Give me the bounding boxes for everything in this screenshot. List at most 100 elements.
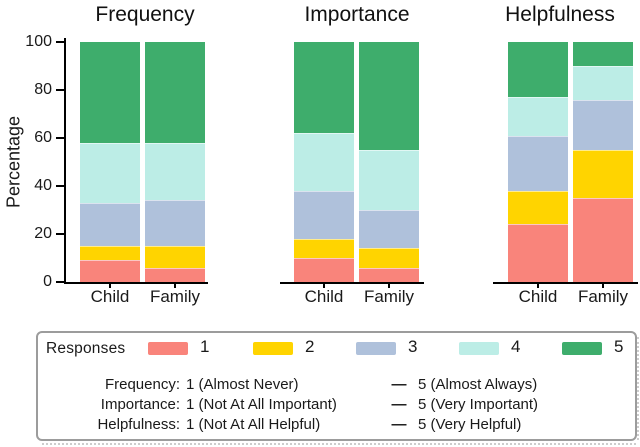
category-label-family: Family [577,287,629,306]
segment-response-3 [145,200,205,247]
bar-importance-family [359,42,419,282]
bars-importance [294,42,419,282]
legend-box: Responses 1 2 3 4 5 Frequency: 1 (Almost Neve… [36,331,637,441]
x-tick [602,284,604,288]
legend-swatch-3 [356,342,396,355]
x-axis-importance [280,282,424,284]
x-tick [388,284,390,288]
y-tick-label: 40 [34,177,52,194]
chart-title-frequency: Frequency [95,3,195,26]
category-labels-helpfulness: Child Family [508,287,633,307]
legend-title: Responses [46,340,126,357]
scale-dash-importance-: — [391,396,407,413]
chart-title-importance: Importance [304,3,410,26]
segment-response-3 [359,210,419,249]
x-axis-helpfulness [493,282,638,284]
category-label-family: Family [363,287,415,306]
scale-dash-frequency-: — [391,376,407,393]
segment-response-1 [359,267,419,282]
y-axis-line [64,38,66,284]
scale-dash-helpfulness-: — [391,416,407,433]
legend-item-label-4: 4 [511,337,521,356]
scale-low-helpfulness-: 1 (Not At All Helpful) [186,416,321,433]
category-label-family: Family [149,287,201,306]
segment-response-4 [80,142,140,203]
segment-response-5 [145,42,205,143]
segment-response-4 [145,142,205,201]
legend-swatch-1 [148,342,188,355]
segment-response-5 [508,42,568,98]
y-tick [56,137,64,139]
category-labels-frequency: Child Family [80,287,205,307]
segment-response-2 [573,150,633,198]
segment-response-2 [359,248,419,268]
bar-helpfulness-child [508,42,568,282]
scale-high-frequency-: 5 (Almost Always) [418,376,538,393]
chart-title-helpfulness: Helpfulness [505,3,615,26]
segment-response-1 [294,258,354,282]
legend-item-label-1: 1 [200,337,210,356]
bars-frequency [80,42,205,282]
segment-response-2 [80,246,140,261]
category-label-child: Child [90,287,130,306]
segment-response-5 [359,42,419,151]
x-tick [109,284,111,288]
scale-name-frequency-: Frequency: [104,376,180,393]
bar-frequency-family [145,42,205,282]
segment-response-4 [508,97,568,136]
segment-response-2 [294,238,354,258]
scale-low-frequency-: 1 (Almost Never) [186,376,299,393]
y-tick [56,281,64,283]
segment-response-5 [573,42,633,67]
category-labels-importance: Child Family [294,287,419,307]
y-tick [56,89,64,91]
x-tick [537,284,539,288]
segment-response-3 [573,99,633,150]
category-label-child: Child [518,287,558,306]
category-label-child: Child [304,287,344,306]
y-tick [56,41,64,43]
segment-response-3 [80,202,140,247]
y-tick-label: 20 [34,225,52,242]
bar-frequency-child [80,42,140,282]
segment-response-1 [508,224,568,282]
x-tick [323,284,325,288]
y-tick [56,233,64,235]
y-tick-label: 60 [34,129,52,146]
segment-response-5 [80,42,140,143]
segment-response-4 [359,150,419,211]
scale-high-importance-: 5 (Very Important) [418,396,539,413]
legend-swatch-4 [459,342,499,355]
scale-name-helpfulness-: Helpfulness: [97,416,180,433]
y-tick-label: 100 [25,33,52,50]
segment-response-2 [145,246,205,268]
legend-item-label-5: 5 [614,337,624,356]
segment-response-1 [145,267,205,282]
legend-shadow-bottom [42,443,636,445]
x-tick [174,284,176,288]
y-tick-label: 80 [34,81,52,98]
segment-response-3 [294,190,354,239]
bar-importance-child [294,42,354,282]
y-tick-label: 0 [43,273,52,290]
scale-name-importance-: Importance: [100,396,180,413]
segment-response-1 [80,260,140,282]
scale-high-helpfulness-: 5 (Very Helpful) [418,416,522,433]
segment-response-2 [508,190,568,225]
bars-helpfulness [508,42,633,282]
scale-low-importance-: 1 (Not At All Important) [186,396,337,413]
bar-helpfulness-family [573,42,633,282]
legend-shadow-right [637,337,639,440]
legend-item-label-2: 2 [305,337,315,356]
segment-response-5 [294,42,354,134]
legend-item-label-3: 3 [408,337,418,356]
segment-response-4 [294,133,354,191]
segment-response-4 [573,66,633,100]
y-tick [56,185,64,187]
legend-swatch-2 [253,342,293,355]
segment-response-3 [508,135,568,191]
x-axis-frequency [64,282,208,284]
segment-response-1 [573,198,633,282]
legend-swatch-5 [562,342,602,355]
